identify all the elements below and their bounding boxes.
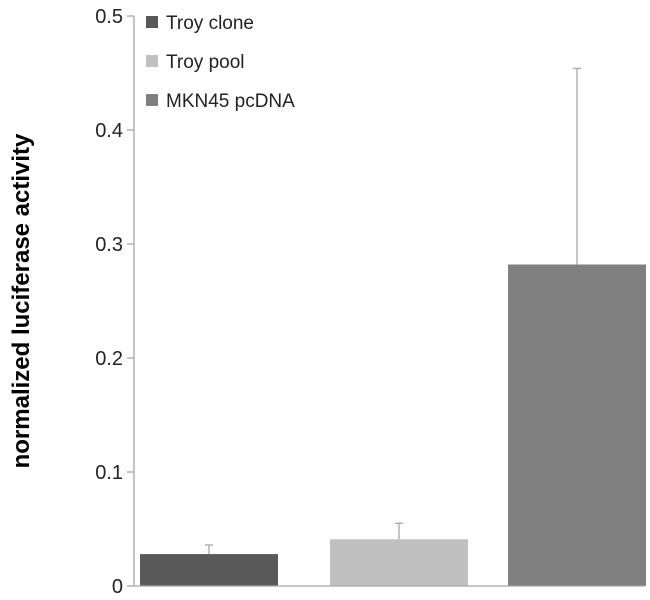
- y-tick-label: 0.3: [95, 234, 123, 256]
- bar-troy-pool: [330, 539, 468, 586]
- y-tick-label: 0: [112, 576, 123, 598]
- legend-swatch: [146, 94, 158, 106]
- legend-label: Troy clone: [166, 13, 254, 34]
- y-tick-label: 0.1: [95, 462, 123, 484]
- y-tick-label: 0.4: [95, 120, 123, 142]
- legend-label: MKN45 pcDNA: [166, 91, 295, 112]
- legend-swatch: [146, 55, 158, 67]
- y-tick-label: 0.2: [95, 348, 123, 370]
- bar-mkn45-pcdna: [508, 264, 646, 586]
- bar-troy-clone: [140, 554, 278, 586]
- error-bars: [205, 67, 581, 555]
- bars: [140, 264, 646, 586]
- y-tick-label: 0.5: [95, 6, 123, 28]
- legend: Troy clone Troy pool MKN45 pcDNA: [146, 13, 295, 112]
- legend-swatch: [146, 16, 158, 28]
- legend-label: Troy pool: [166, 52, 245, 73]
- y-axis-title: normalized luciferase activity: [8, 133, 35, 468]
- y-axis-ticks: 0 0.1 0.2 0.3 0.4 0.5: [95, 6, 134, 598]
